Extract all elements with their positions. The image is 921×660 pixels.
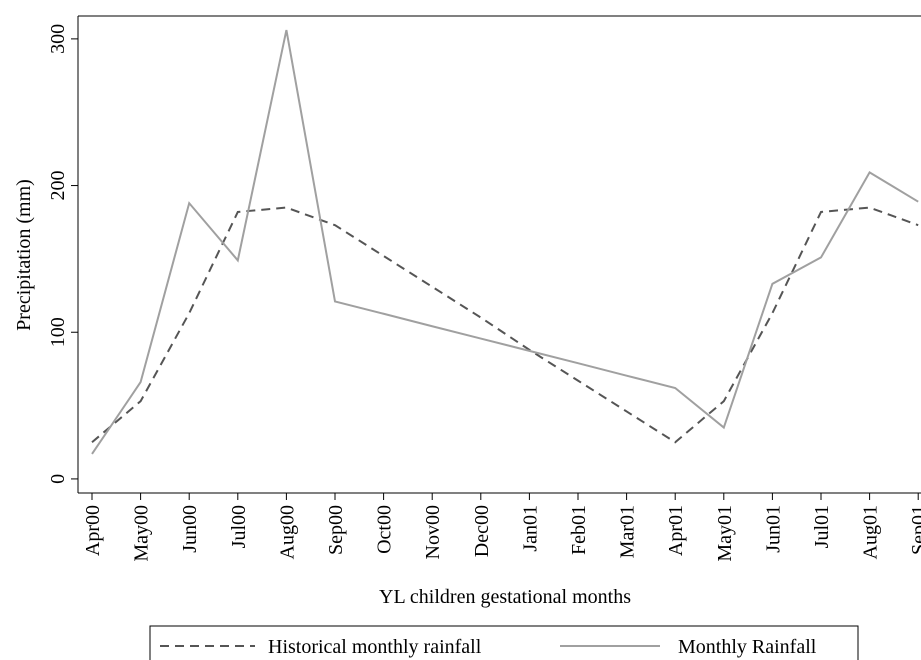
y-tick-label: 300 bbox=[47, 24, 69, 54]
y-tick-label: 200 bbox=[47, 171, 69, 201]
series-line bbox=[91, 29, 919, 455]
series-line bbox=[91, 206, 919, 444]
legend-box bbox=[149, 625, 859, 660]
y-axis-title: Precipitation (mm) bbox=[13, 179, 35, 331]
x-tick-label: Jul00 bbox=[228, 505, 250, 548]
x-tick-label: May00 bbox=[131, 505, 153, 562]
y-tick-label: 0 bbox=[47, 474, 69, 484]
x-tick-label: Nov00 bbox=[422, 505, 444, 559]
x-tick-label: Apr00 bbox=[82, 505, 104, 556]
legend-label: Historical monthly rainfall bbox=[268, 636, 482, 658]
x-tick-label: Jan01 bbox=[519, 505, 541, 552]
x-tick-label: Sep00 bbox=[325, 505, 347, 555]
x-axis-title: YL children gestational months bbox=[379, 586, 631, 608]
y-tick-label: 100 bbox=[47, 317, 69, 347]
x-tick-label: Jun01 bbox=[762, 505, 784, 553]
x-tick-label: Oct00 bbox=[374, 505, 396, 554]
x-tick-label: Sep01 bbox=[908, 505, 921, 555]
legend-label: Monthly Rainfall bbox=[678, 636, 817, 658]
x-tick-label: Feb01 bbox=[568, 505, 590, 555]
x-tick-label: Jul01 bbox=[811, 505, 833, 548]
x-tick-label: Aug00 bbox=[276, 505, 298, 559]
x-tick-label: Dec00 bbox=[471, 505, 493, 557]
x-tick-label: Apr01 bbox=[665, 505, 687, 556]
x-tick-label: Mar01 bbox=[617, 505, 639, 558]
x-tick-label: Aug01 bbox=[860, 505, 882, 559]
x-tick-label: Jun00 bbox=[179, 505, 201, 553]
x-tick-label: May01 bbox=[714, 505, 736, 562]
